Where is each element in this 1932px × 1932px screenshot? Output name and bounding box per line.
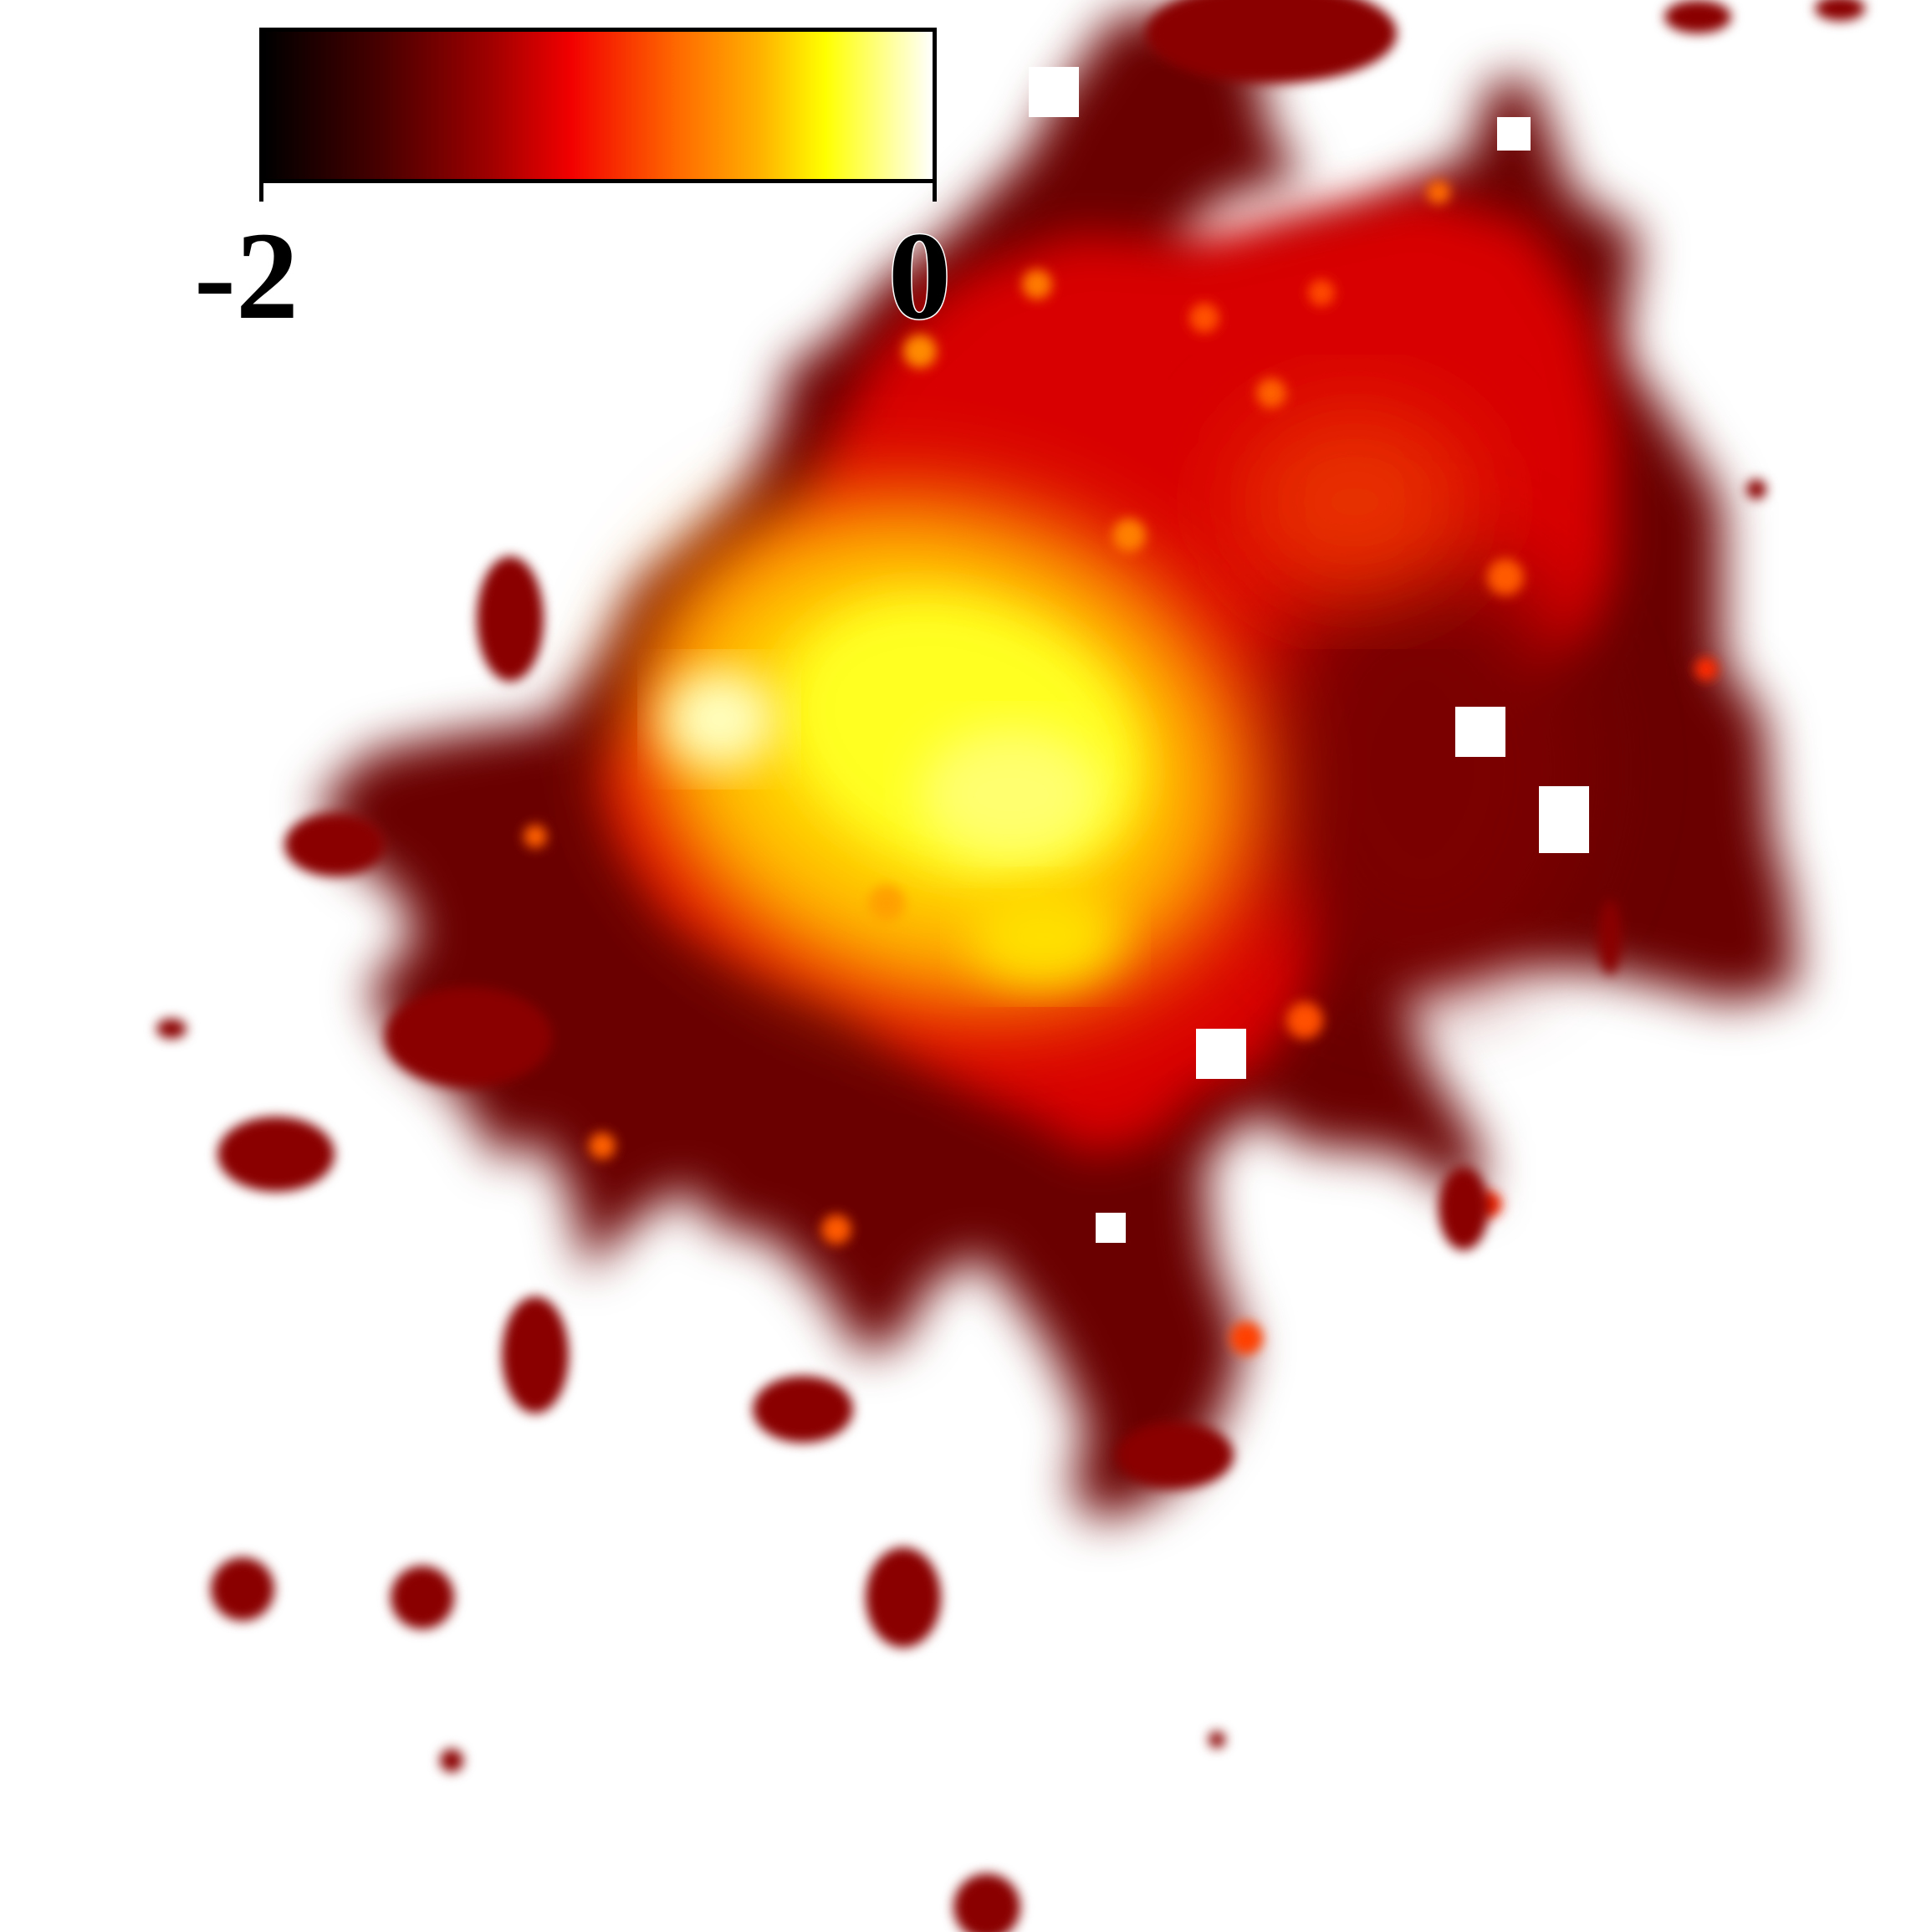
bright-knots (524, 181, 1718, 1355)
colorbar-tick-min (259, 183, 263, 202)
colorbar-label-max: 0 (887, 207, 953, 345)
gaps (1029, 67, 1589, 1243)
colorbar-tick-max (933, 183, 937, 202)
colorbar (259, 28, 937, 183)
colorbar-label-min: -2 (194, 207, 299, 345)
bright-core (634, 493, 1256, 1013)
detached-clumps (156, 0, 1865, 1932)
